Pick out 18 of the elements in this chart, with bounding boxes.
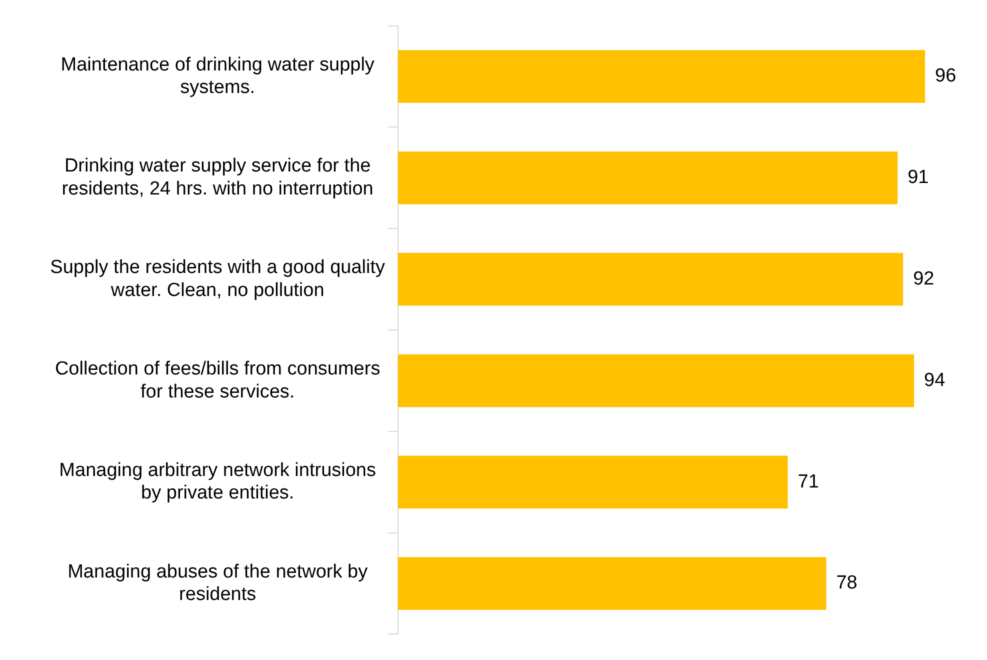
- data-label: 94: [924, 370, 946, 391]
- data-label: 92: [913, 268, 934, 290]
- data-label: 78: [836, 572, 858, 594]
- y-tick-label: Managing abuses of the network by residents: [68, 561, 368, 606]
- bar: [398, 50, 926, 103]
- y-tick-label: Managing arbitrary network intrusions by private entities.: [59, 460, 376, 504]
- y-tick-label: Collection of fees/bills from consumers for these services.: [54, 358, 380, 402]
- bar: [398, 354, 914, 408]
- data-label: 91: [908, 167, 929, 188]
- bar: [398, 152, 898, 204]
- bar: [398, 456, 788, 508]
- bar: [398, 252, 904, 306]
- y-tick-label: Drinking water supply service for the residents, 24 hrs. with no interruption: [62, 156, 374, 200]
- bar: [398, 557, 826, 610]
- data-label: 96: [935, 66, 956, 87]
- y-tick-label: Maintenance of drinking water supply systems.: [60, 54, 375, 98]
- y-tick-label: Supply the residents with a good quality water. Clean, no pollution: [50, 257, 386, 301]
- data-label: 71: [798, 471, 819, 492]
